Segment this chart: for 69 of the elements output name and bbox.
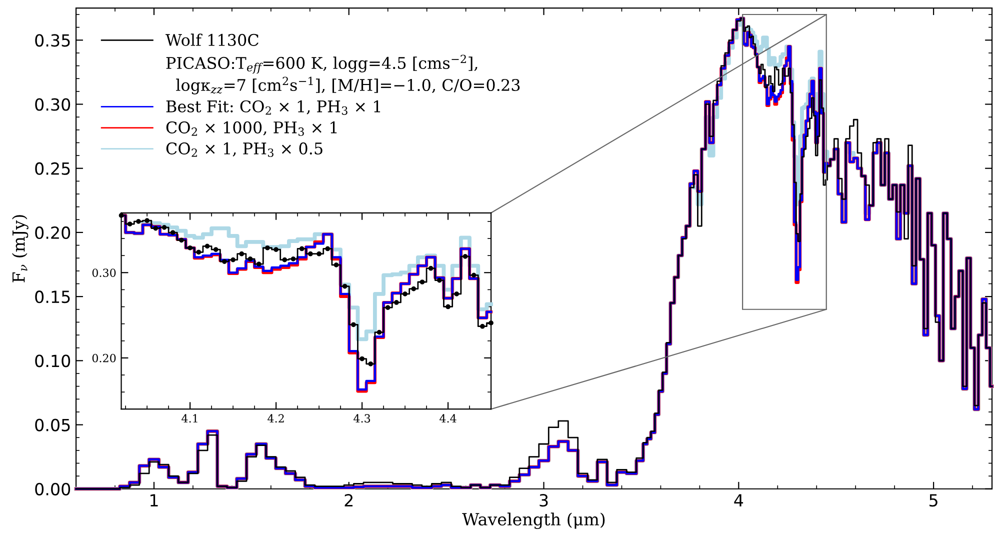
x-tick-label: 4.4 <box>440 414 456 423</box>
point <box>222 259 227 264</box>
point <box>480 324 485 329</box>
legend-label: CO$_{2}$ × 1, PH$_{3}$ × 0.5 <box>166 142 322 157</box>
point <box>230 257 236 262</box>
point <box>196 250 202 255</box>
legend-label: CO$_{2}$ × 1000, PH$_{3}$ × 1 <box>166 121 337 136</box>
point <box>144 218 150 224</box>
x-tick-label: 3 <box>540 494 548 507</box>
point <box>428 266 434 271</box>
point <box>265 245 270 250</box>
x-tick-label: 4.3 <box>354 414 370 423</box>
point <box>308 251 313 256</box>
point <box>136 219 141 224</box>
text: PICASO:T$_{eff}$=600 K, logg=4.5 [cms$^{−2}$], logκ$_{zz}$=7 [cm$^{2}$s$^{−1}$], [M/H]=−1.0, C/O=0.23 <box>166 54 520 94</box>
point <box>153 226 158 231</box>
point <box>325 246 330 252</box>
point <box>394 300 399 305</box>
x-tick-label: 2 <box>344 494 353 506</box>
point <box>274 247 278 252</box>
y-tick-label: 0.10 <box>35 354 70 368</box>
point <box>411 286 416 292</box>
point <box>471 272 476 278</box>
point <box>351 322 356 328</box>
point <box>368 361 374 366</box>
legend-label: Best Fit: CO$_{2}$ × 1, PH$_{3}$ × 1 <box>166 100 380 115</box>
x-tick-label: 4.1 <box>182 414 198 423</box>
point <box>179 238 184 243</box>
point <box>462 254 468 259</box>
point <box>446 304 450 310</box>
point <box>118 213 124 218</box>
x-tick-label: 5 <box>930 494 938 507</box>
y-tick-label: 0.00 <box>35 482 70 496</box>
x-tick-label: 4 <box>734 494 744 506</box>
point <box>239 251 244 256</box>
point <box>385 305 390 310</box>
point <box>248 256 253 262</box>
point <box>256 262 262 267</box>
point <box>127 222 132 226</box>
point <box>204 244 210 249</box>
y-axis-title: F$_{ν}$ (mJy) <box>12 215 28 282</box>
point <box>360 356 364 362</box>
point <box>402 292 408 296</box>
y-tick-label: 0.30 <box>35 98 70 111</box>
point <box>188 245 192 250</box>
legend-label: Wolf 1130C <box>166 34 258 46</box>
point <box>316 251 322 256</box>
point <box>170 230 176 235</box>
x-tick-label: 4.2 <box>268 414 284 423</box>
y-tick-label: 0.05 <box>35 418 70 432</box>
point <box>420 280 425 284</box>
point <box>334 262 339 268</box>
point <box>454 292 460 296</box>
y-tick-label: 0.25 <box>35 162 70 175</box>
y-tick-label: 0.35 <box>35 34 70 47</box>
y-tick-label: 0.20 <box>35 226 70 240</box>
y-tick-label: 0.15 <box>35 290 70 304</box>
y-tick-label: 0.30 <box>92 268 116 277</box>
point <box>376 330 382 335</box>
point <box>437 278 442 283</box>
point <box>290 256 296 262</box>
point <box>162 224 167 230</box>
point <box>282 257 288 262</box>
point <box>213 247 218 252</box>
x-axis-title: Wavelength (μm) <box>462 512 605 530</box>
y-tick-label: 0.20 <box>92 354 116 362</box>
point <box>299 246 304 252</box>
x-tick-label: 1 <box>150 494 158 506</box>
point <box>342 284 348 289</box>
